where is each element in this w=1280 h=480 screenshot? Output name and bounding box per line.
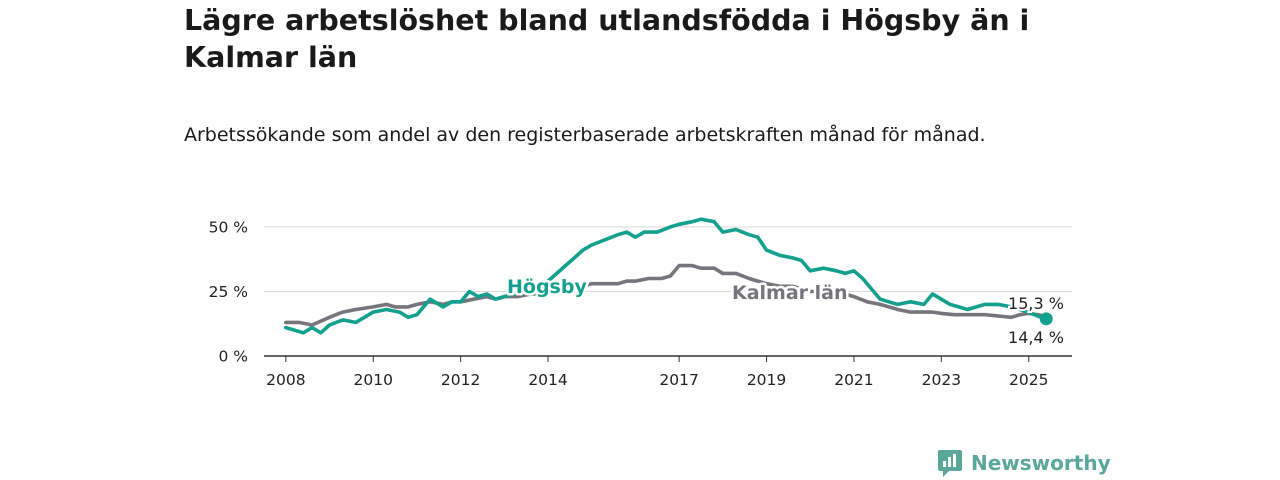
brand-logo: Newsworthy (937, 448, 1111, 478)
x-tick-label: 2023 (922, 371, 961, 389)
x-tick-label: 2017 (659, 371, 698, 389)
grid-layer (264, 226, 1072, 292)
chart-subtitle: Arbetssökande som andel av den registerb… (184, 124, 986, 146)
x-tick-label: 2012 (441, 371, 480, 389)
axis-layer: 0 % 25 % 50 % 2008 2010 2012 2014 2017 2019 2021 2… (209, 218, 1072, 389)
chart-title: Lägre arbetslöshet bland utlandsfödda i … (184, 4, 1030, 74)
series-end-marker-hogsby (1039, 312, 1053, 326)
y-tick-label: 25 % (209, 283, 248, 301)
end-value-label-kalmar: 15,3 % (1008, 294, 1064, 313)
x-tick-label: 2021 (834, 371, 873, 389)
x-tick-label: 2010 (354, 371, 393, 389)
series-layer (284, 217, 1053, 335)
x-tick-label: 2025 (1009, 371, 1048, 389)
series-line-hogsby (284, 217, 1048, 335)
series-label-kalmar: Kalmar län (732, 282, 848, 304)
x-tick-label: 2014 (528, 371, 567, 389)
y-tick-label: 50 % (209, 218, 248, 236)
end-value-label-hogsby: 14,4 % (1008, 328, 1064, 347)
series-label-hogsby: Högsby (507, 276, 587, 298)
x-tick-label: 2008 (266, 371, 305, 389)
x-tick-label: 2019 (747, 371, 786, 389)
brand-name: Newsworthy (971, 451, 1111, 475)
newsworthy-logo-icon (938, 450, 962, 477)
y-tick-label: 0 % (218, 348, 248, 366)
label-layer: Högsby Kalmar län 15,3 % 14,4 % (505, 274, 1066, 350)
